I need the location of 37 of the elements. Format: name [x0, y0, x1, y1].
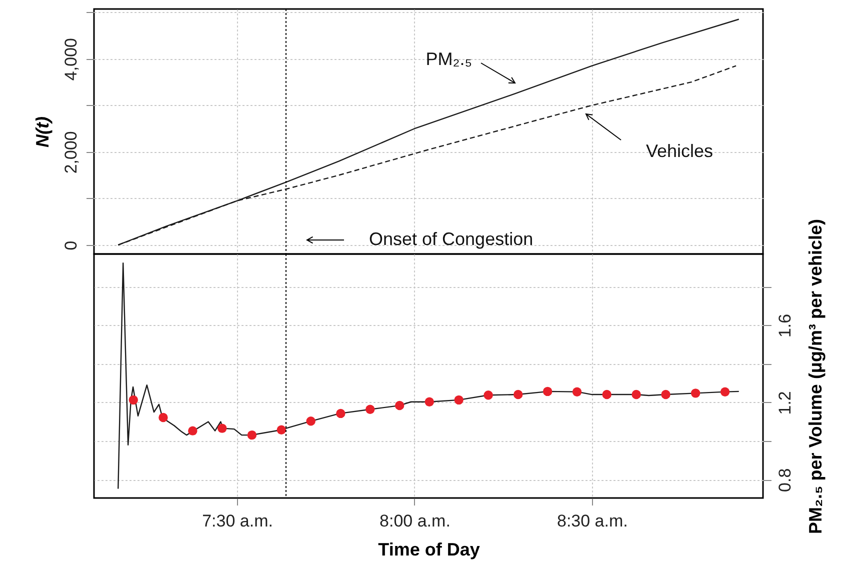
x-axis-title: Time of Day: [378, 540, 480, 560]
point: [366, 404, 375, 414]
annotation: Vehicles: [646, 141, 714, 161]
x-tick-label: 7:30 a.m.: [202, 512, 273, 530]
y2-tick-label: 0.8: [776, 468, 794, 492]
y-tick-label: 4,000: [62, 38, 80, 81]
point: [661, 390, 670, 400]
point: [276, 425, 286, 434]
x-tick-label: 8:00 a.m.: [380, 512, 450, 530]
point: [424, 397, 434, 406]
point: [128, 395, 138, 405]
y-tick-label: 2,000: [62, 131, 80, 174]
point: [572, 387, 582, 396]
point: [336, 408, 346, 418]
x-tick-label: 8:30 a.m.: [556, 512, 628, 530]
point: [602, 390, 612, 400]
point: [484, 390, 493, 400]
point: [542, 386, 552, 396]
annotation: Onset of Congestion: [369, 229, 534, 249]
point: [454, 395, 464, 405]
y-axis-title: N(t): [32, 116, 52, 148]
y2-tick-label: 1.6: [776, 314, 794, 338]
y2-axis-title: PM₂.₅ per Volume (μg/m³ per vehicle): [806, 219, 826, 534]
point: [306, 416, 316, 426]
point: [394, 400, 404, 410]
point: [690, 388, 700, 398]
annotation: PM₂.₅: [426, 49, 472, 69]
point: [720, 387, 730, 396]
point: [514, 390, 523, 400]
point: [218, 424, 227, 433]
y2-tick-label: 1.2: [776, 391, 794, 415]
point: [632, 390, 641, 400]
point: [158, 412, 168, 422]
point: [188, 426, 198, 436]
point: [247, 430, 257, 440]
y-tick-label: 0: [62, 240, 80, 250]
line-series: [118, 262, 740, 490]
